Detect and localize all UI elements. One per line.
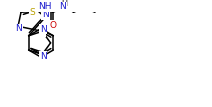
Text: N: N: [40, 52, 46, 61]
Text: N: N: [40, 25, 46, 34]
Text: N: N: [15, 24, 22, 33]
Text: NH: NH: [38, 2, 52, 11]
Text: N: N: [60, 2, 66, 11]
Text: O: O: [50, 21, 57, 30]
Text: H: H: [61, 0, 67, 8]
Text: F: F: [40, 27, 45, 36]
Text: N: N: [42, 10, 49, 19]
Text: S: S: [30, 8, 35, 17]
